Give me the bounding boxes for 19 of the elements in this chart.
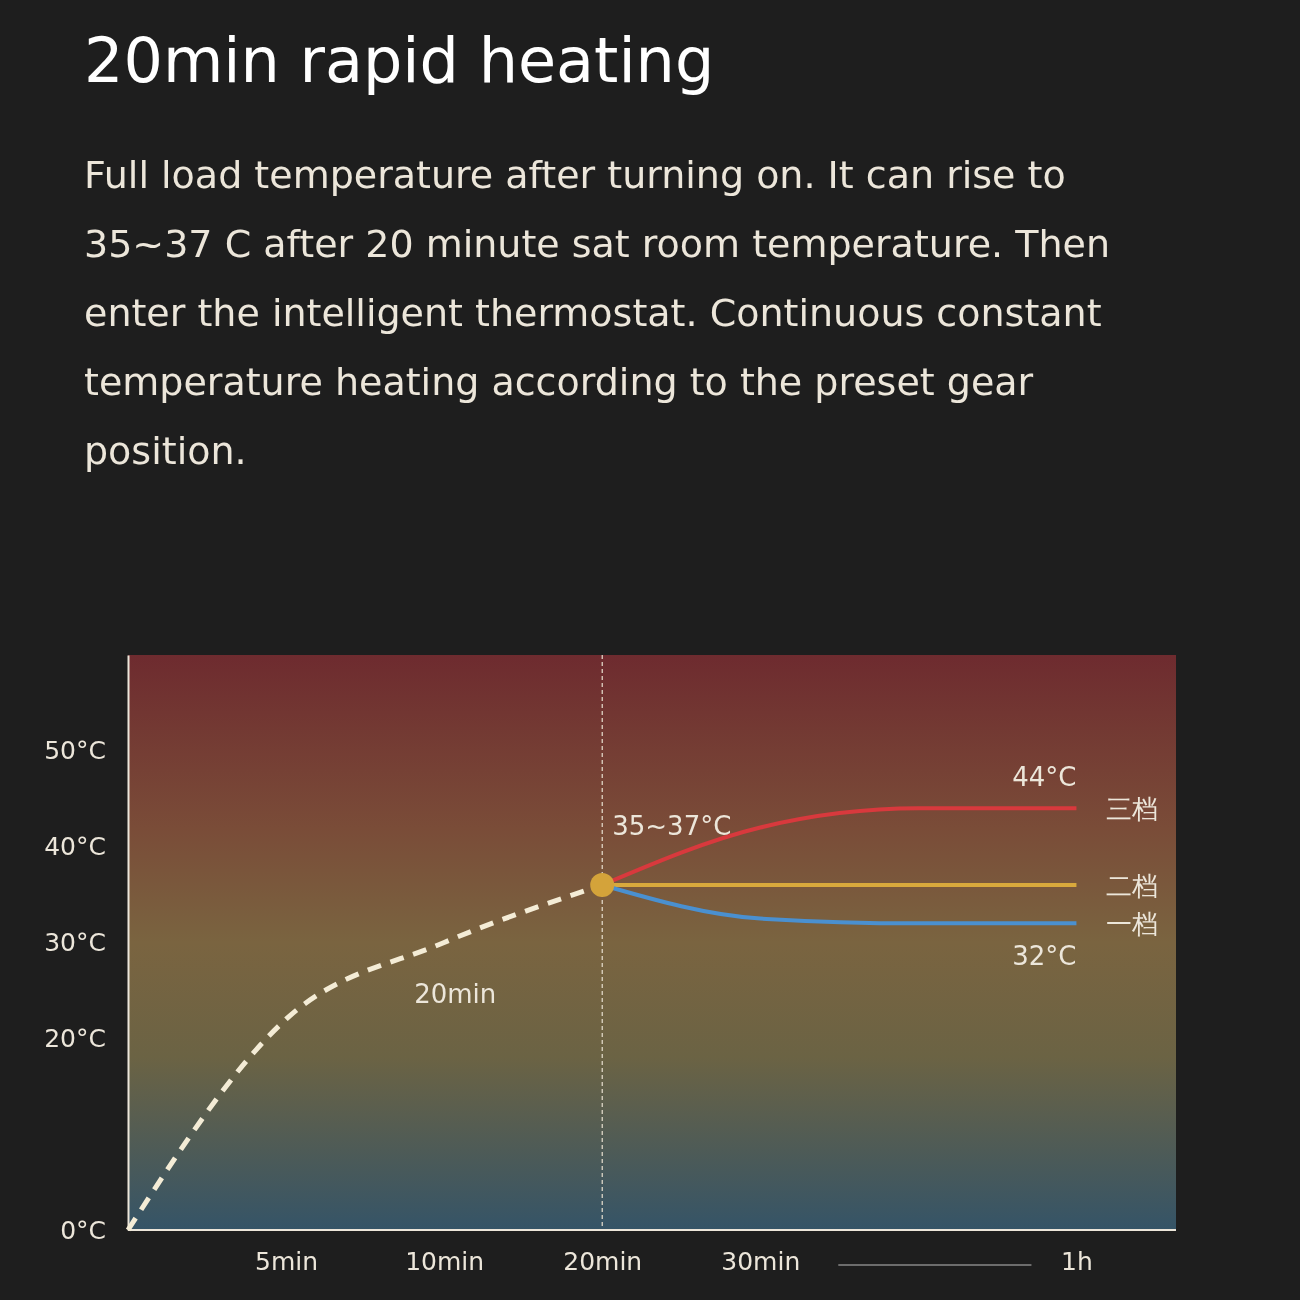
x-tick-label: 30min — [721, 1246, 801, 1276]
x-tick-label: 10min — [405, 1246, 485, 1276]
series-label: 一档 — [1106, 909, 1159, 940]
annotation: 44°C — [1012, 762, 1077, 793]
series-label: 二档 — [1106, 871, 1159, 901]
chart-title: 20min rapid heating — [84, 24, 715, 97]
y-tick-label: 20°C — [44, 1023, 106, 1053]
annotation: 35~37°C — [612, 811, 732, 841]
y-tick-label: 50°C — [44, 736, 106, 766]
annotation: 32°C — [1012, 941, 1077, 972]
x-tick-label: 20min — [563, 1246, 643, 1276]
x-tick-label: 1h — [1061, 1246, 1093, 1276]
x-tick-label: 5min — [255, 1246, 319, 1276]
series-label: 三档 — [1106, 794, 1159, 825]
y-tick-label: 0°C — [60, 1215, 106, 1245]
y-tick-label: 30°C — [44, 928, 106, 957]
y-tick-label: 40°C — [44, 832, 106, 862]
annotation: 20min — [414, 978, 497, 1009]
chart-subtitle: Full load temperature after turning on. It can rise to 35~37 C after 20 minute sat room temperature. Then enter the intelligent thermostat. Continuous constant temperature heating according to the preset gear position. — [84, 153, 1110, 473]
